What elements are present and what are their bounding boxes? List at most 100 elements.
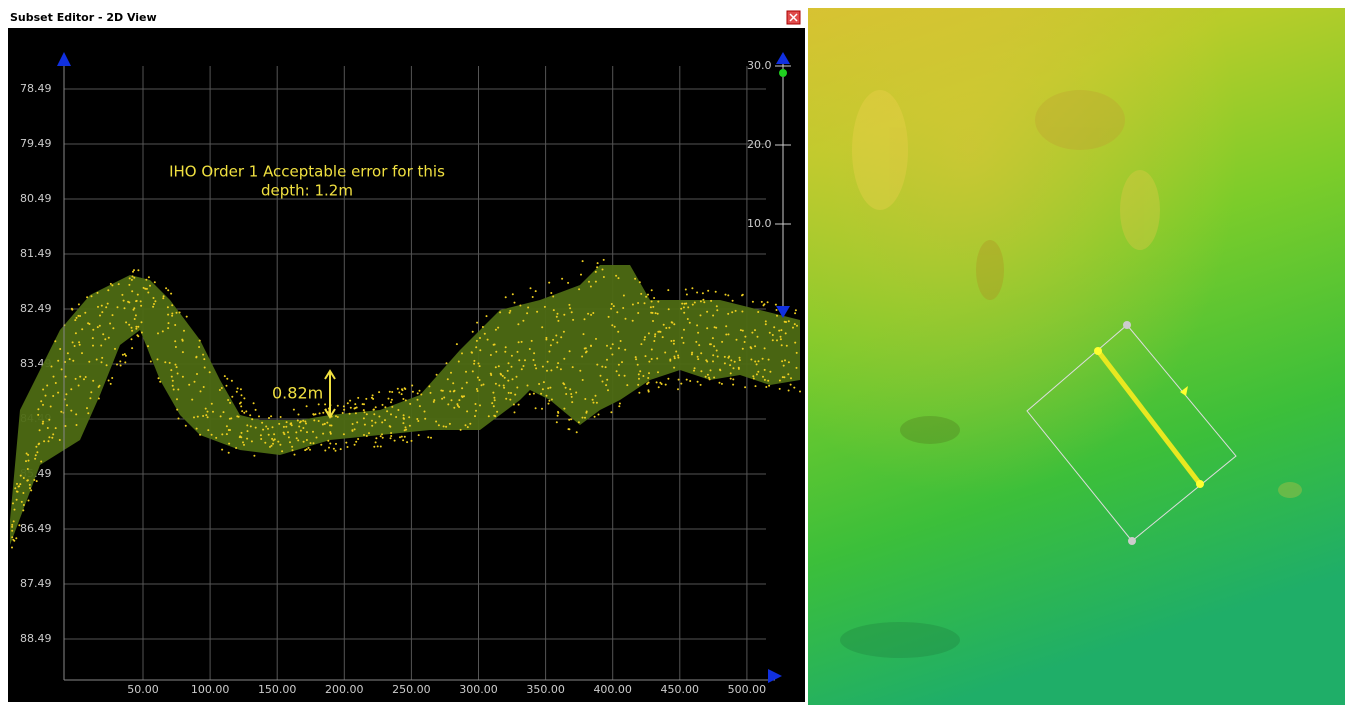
sounding-point (297, 439, 299, 441)
sounding-point (135, 314, 137, 316)
y-tick-label: 88.49 (20, 632, 52, 645)
sounding-point (343, 405, 345, 407)
sounding-point (199, 340, 201, 342)
sounding-point (306, 439, 308, 441)
y-tick-label: 86.49 (20, 522, 52, 535)
sounding-point (592, 312, 594, 314)
sounding-point (177, 389, 179, 391)
sounding-point (324, 450, 326, 452)
sounding-point (569, 307, 571, 309)
sounding-point (231, 380, 233, 382)
sounding-point (42, 389, 44, 391)
handle[interactable] (1196, 480, 1204, 488)
sounding-point (521, 368, 523, 370)
sounding-point (495, 366, 497, 368)
sounding-point (246, 438, 248, 440)
sounding-point (556, 421, 558, 423)
sounding-point (207, 429, 209, 431)
sounding-point (92, 380, 94, 382)
sounding-point (450, 372, 452, 374)
sounding-point (205, 408, 207, 410)
sounding-point (618, 347, 620, 349)
sounding-point (732, 384, 734, 386)
sounding-point (750, 347, 752, 349)
sounding-point (518, 341, 520, 343)
sounding-point (732, 300, 734, 302)
sounding-point (653, 340, 655, 342)
sounding-point (371, 420, 373, 422)
sounding-point (207, 416, 209, 418)
sounding-point (710, 300, 712, 302)
sounding-point (752, 301, 754, 303)
sounding-point (443, 397, 445, 399)
sounding-point (638, 392, 640, 394)
sounding-point (561, 278, 563, 280)
y-tick-label: 78.49 (20, 82, 52, 95)
sounding-point (505, 296, 507, 298)
sounding-point (226, 378, 228, 380)
sounding-point (168, 322, 170, 324)
sounding-point (272, 426, 274, 428)
sounding-point (196, 356, 198, 358)
sounding-point (148, 276, 150, 278)
sounding-point (648, 372, 650, 374)
sounding-point (644, 336, 646, 338)
sounding-point (597, 262, 599, 264)
sounding-point (493, 415, 495, 417)
sounding-point (79, 315, 81, 317)
sounding-point (580, 274, 582, 276)
sounding-point (790, 377, 792, 379)
sounding-point (355, 441, 357, 443)
sounding-point (752, 375, 754, 377)
sounding-point (188, 384, 190, 386)
sounding-point (294, 454, 296, 456)
sounding-point (741, 294, 743, 296)
sounding-point (107, 303, 109, 305)
sounding-point (170, 293, 172, 295)
sounding-point (135, 300, 137, 302)
sounding-point (542, 366, 544, 368)
screen: Subset Editor - 2D View 78.4979.4980.498… (0, 0, 1351, 707)
sounding-point (176, 366, 178, 368)
sounding-point (273, 439, 275, 441)
sounding-point (227, 399, 229, 401)
sounding-point (552, 296, 554, 298)
sounding-point (550, 369, 552, 371)
sounding-point (581, 356, 583, 358)
sounding-point (42, 421, 44, 423)
sounding-point (165, 287, 167, 289)
sounding-point (476, 388, 478, 390)
handle[interactable] (1128, 537, 1136, 545)
sounding-point (461, 352, 463, 354)
sounding-point (712, 354, 714, 356)
sounding-point (183, 330, 185, 332)
sounding-point (491, 402, 493, 404)
sounding-point (651, 289, 653, 291)
sounding-point (14, 487, 16, 489)
sounding-point (706, 311, 708, 313)
x-tick-label: 50.00 (127, 683, 159, 696)
sounding-point (521, 341, 523, 343)
sounding-point (687, 306, 689, 308)
sounding-point (753, 378, 755, 380)
sounding-point (719, 369, 721, 371)
sounding-point (757, 336, 759, 338)
sounding-point (787, 373, 789, 375)
sounding-point (335, 443, 337, 445)
sounding-point (196, 373, 198, 375)
handle[interactable] (1123, 321, 1131, 329)
sounding-point (272, 443, 274, 445)
sounding-point (673, 367, 675, 369)
sounding-point (79, 344, 81, 346)
sounding-point (372, 394, 374, 396)
sounding-point (65, 376, 67, 378)
sounding-point (505, 346, 507, 348)
sounding-point (476, 322, 478, 324)
sounding-point (496, 411, 498, 413)
handle[interactable] (1094, 347, 1102, 355)
sounding-point (710, 369, 712, 371)
sounding-point (776, 339, 778, 341)
sounding-point (75, 413, 77, 415)
scale-handle[interactable] (779, 69, 787, 77)
sounding-point (556, 366, 558, 368)
